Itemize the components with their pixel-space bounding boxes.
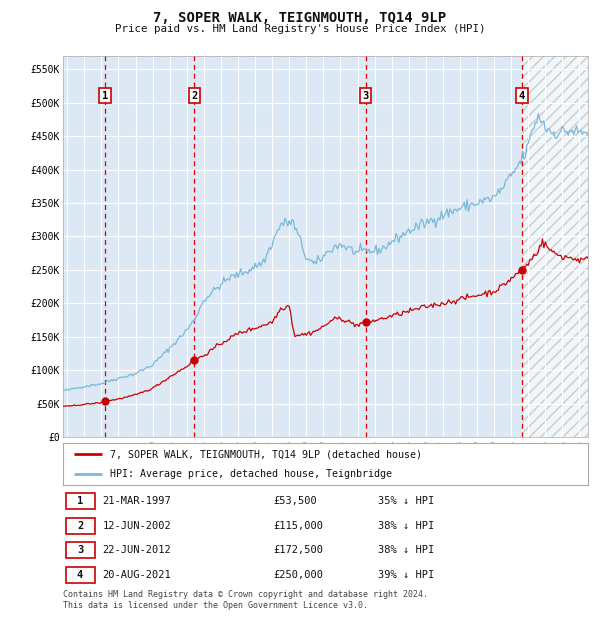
Text: 3: 3	[362, 91, 368, 101]
Text: 21-MAR-1997: 21-MAR-1997	[103, 497, 171, 507]
Text: £250,000: £250,000	[273, 570, 323, 580]
Text: Price paid vs. HM Land Registry's House Price Index (HPI): Price paid vs. HM Land Registry's House …	[115, 24, 485, 33]
Text: £115,000: £115,000	[273, 521, 323, 531]
Text: 7, SOPER WALK, TEIGNMOUTH, TQ14 9LP: 7, SOPER WALK, TEIGNMOUTH, TQ14 9LP	[154, 11, 446, 25]
FancyBboxPatch shape	[65, 542, 95, 559]
Text: £53,500: £53,500	[273, 497, 317, 507]
Text: 1: 1	[102, 91, 108, 101]
Text: 22-JUN-2012: 22-JUN-2012	[103, 546, 171, 556]
FancyBboxPatch shape	[65, 567, 95, 583]
Text: 35% ↓ HPI: 35% ↓ HPI	[378, 497, 434, 507]
Text: 38% ↓ HPI: 38% ↓ HPI	[378, 521, 434, 531]
Text: 12-JUN-2002: 12-JUN-2002	[103, 521, 171, 531]
Text: 4: 4	[519, 91, 525, 101]
FancyBboxPatch shape	[65, 518, 95, 534]
Text: HPI: Average price, detached house, Teignbridge: HPI: Average price, detached house, Teig…	[110, 469, 392, 479]
Text: £172,500: £172,500	[273, 546, 323, 556]
Text: 2: 2	[77, 521, 83, 531]
Text: 38% ↓ HPI: 38% ↓ HPI	[378, 546, 434, 556]
FancyBboxPatch shape	[65, 494, 95, 510]
Text: 3: 3	[77, 546, 83, 556]
Text: 39% ↓ HPI: 39% ↓ HPI	[378, 570, 434, 580]
Text: 4: 4	[77, 570, 83, 580]
Text: 2: 2	[191, 91, 197, 101]
Text: 1: 1	[77, 497, 83, 507]
Text: 20-AUG-2021: 20-AUG-2021	[103, 570, 171, 580]
Text: Contains HM Land Registry data © Crown copyright and database right 2024.
This d: Contains HM Land Registry data © Crown c…	[63, 590, 428, 609]
Text: 7, SOPER WALK, TEIGNMOUTH, TQ14 9LP (detached house): 7, SOPER WALK, TEIGNMOUTH, TQ14 9LP (det…	[110, 450, 422, 459]
